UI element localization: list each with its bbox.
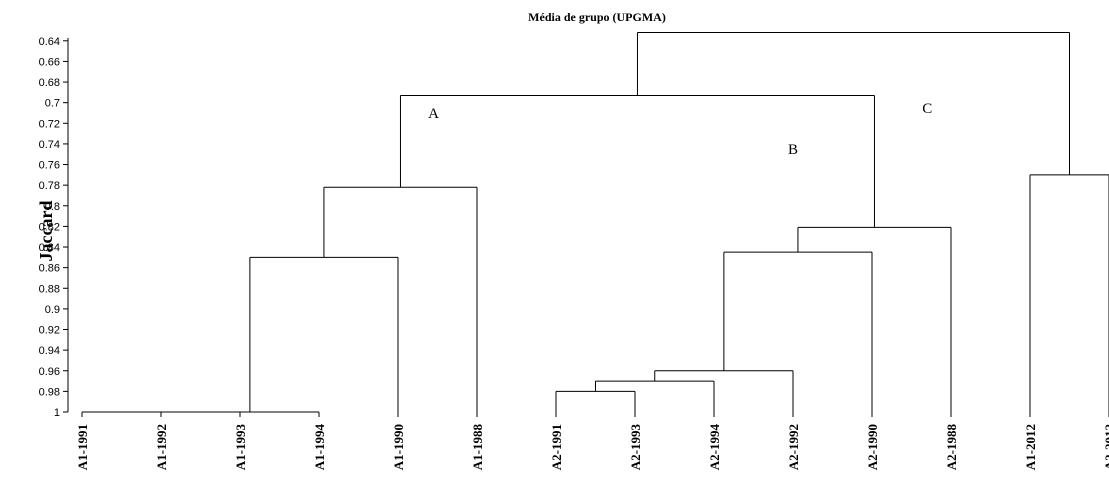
y-axis-ticks: 0.64 0.66 0.68 0.7 0.72 0.74 0.76 0.78 0.8 0.82 0.… bbox=[39, 36, 68, 419]
leaf-labels: A1-1991 A1-1992 A1-1993 A1-1994 A1-1990 A1-19… bbox=[75, 424, 1109, 471]
y-axis-label: Jaccard bbox=[36, 201, 56, 262]
leaf-label: A1-1990 bbox=[391, 424, 406, 470]
leaf-label: A1-1993 bbox=[233, 424, 248, 471]
leaf-label: A2-1994 bbox=[707, 424, 722, 471]
y-tick-label: 0.72 bbox=[39, 118, 60, 130]
leaf-ticks bbox=[81, 412, 1109, 417]
y-tick-label: 0.74 bbox=[39, 139, 60, 151]
y-tick-label: 0.98 bbox=[39, 386, 60, 398]
y-tick-label: 0.68 bbox=[39, 77, 60, 89]
y-tick-label: 1 bbox=[54, 407, 60, 419]
y-tick-label: 0.8 bbox=[45, 201, 60, 213]
y-tick-label: 0.78 bbox=[39, 180, 60, 192]
leaf-label: A1-1992 bbox=[154, 424, 169, 470]
y-tick-label: 0.66 bbox=[39, 56, 60, 68]
chart-title: Média de grupo (UPGMA) bbox=[528, 10, 666, 24]
y-tick-label: 0.76 bbox=[39, 160, 60, 172]
leaf-label: A2-1988 bbox=[944, 424, 959, 471]
cluster-annotations: A B C bbox=[428, 101, 932, 158]
y-tick-label: 0.96 bbox=[39, 366, 60, 378]
y-tick-label: 0.92 bbox=[39, 325, 60, 337]
y-tick-label: 0.82 bbox=[39, 221, 60, 233]
leaf-label: A1-1991 bbox=[75, 424, 90, 470]
y-tick-label: 0.9 bbox=[45, 304, 60, 316]
leaf-label: A2-1990 bbox=[865, 424, 880, 470]
leaf-label: A1-2012 bbox=[1023, 424, 1038, 470]
leaf-label: A2-1991 bbox=[549, 424, 564, 470]
leaf-label: A2-2012 bbox=[1102, 424, 1109, 470]
cluster-label: B bbox=[788, 142, 798, 158]
y-tick-label: 0.7 bbox=[45, 98, 60, 110]
leaf-label: A2-1993 bbox=[628, 424, 643, 471]
y-tick-label: 0.84 bbox=[39, 242, 60, 254]
leaf-label: A1-1994 bbox=[312, 424, 327, 471]
cluster-label: C bbox=[922, 101, 932, 117]
y-tick-label: 0.88 bbox=[39, 283, 60, 295]
y-tick-label: 0.86 bbox=[39, 263, 60, 275]
leaf-label: A1-1988 bbox=[470, 424, 485, 471]
dendrogram-branches bbox=[82, 32, 1109, 413]
y-tick-label: 0.94 bbox=[39, 345, 60, 357]
leaf-label: A2-1992 bbox=[786, 424, 801, 470]
y-tick-label: 0.64 bbox=[39, 36, 60, 48]
cluster-label: A bbox=[428, 106, 439, 122]
